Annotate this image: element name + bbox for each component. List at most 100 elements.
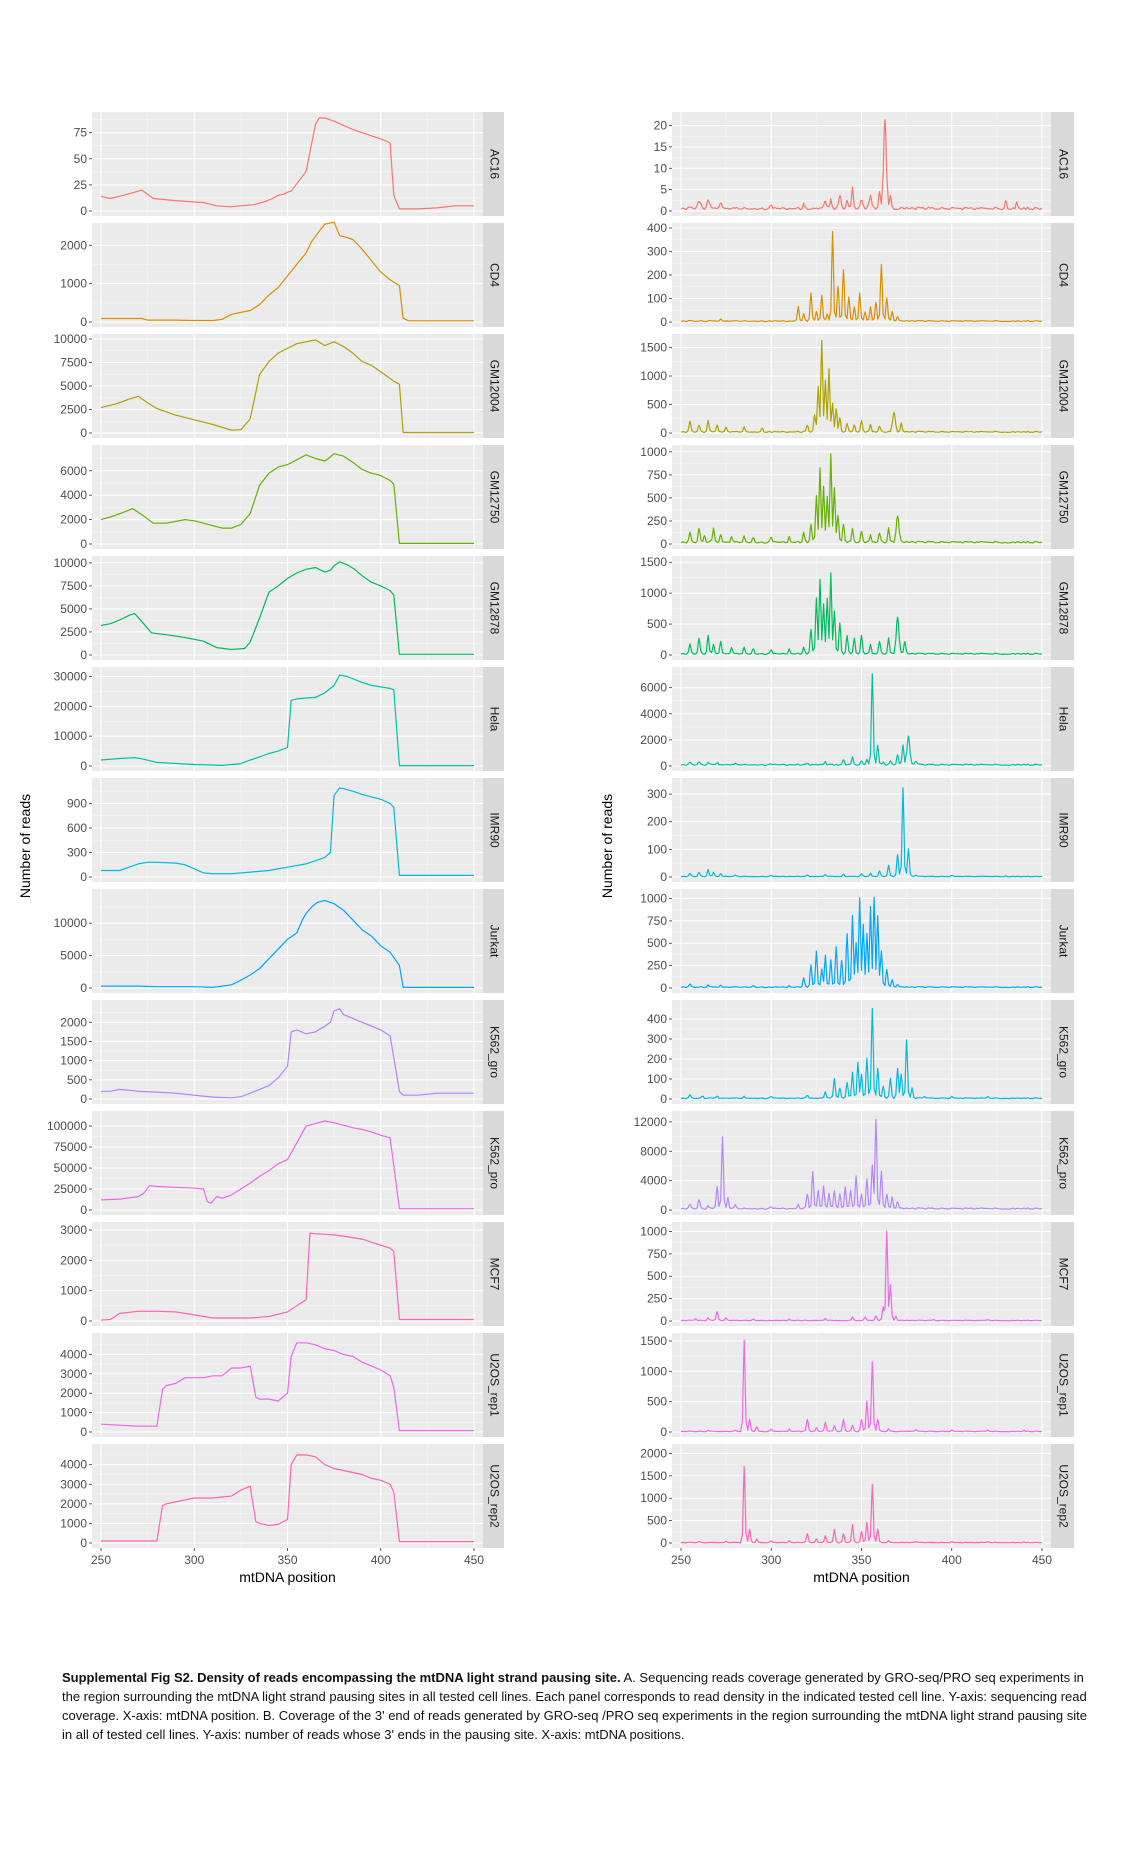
x-tick-label: 450: [1032, 1553, 1052, 1567]
facet-strip: [1051, 778, 1074, 882]
panel-MCF7: 0 250 500 750 1000 MCF7: [640, 1222, 1074, 1328]
facet-label: GM12004: [487, 360, 501, 413]
series-line-U2OS_rep1: [680, 1339, 1043, 1433]
x-tick-label: 350: [277, 1553, 297, 1567]
y-tick-label: 1000: [60, 1284, 87, 1298]
facet-strip: [1051, 334, 1074, 438]
facet-label: GM12750: [1056, 471, 1070, 524]
y-tick-label: 1500: [640, 341, 667, 355]
facet-strip: [483, 445, 504, 549]
y-tick-label: 200: [647, 1052, 667, 1066]
y-tick-label: 500: [647, 1269, 667, 1283]
panel-K562_pro: 0 4000 8000 12000 K562_pro: [634, 1111, 1074, 1217]
y-tick-label: 2000: [60, 513, 87, 527]
y-tick-label: 50: [74, 152, 88, 166]
x-tick-label: 450: [464, 1553, 484, 1567]
y-tick-label: 0: [660, 426, 667, 440]
y-tick-label: 15: [654, 140, 668, 154]
series-line-GM12750: [680, 453, 1043, 544]
series-line-IMR90: [101, 787, 474, 877]
y-tick-label: 0: [80, 1314, 87, 1328]
y-tick-label: 1000: [640, 445, 667, 459]
y-tick-label: 0: [80, 426, 87, 440]
y-tick-label: 7500: [60, 356, 87, 370]
facet-label: U2OS_rep2: [1056, 1464, 1070, 1528]
x-tick-label: 250: [91, 1553, 111, 1567]
panel-AC16: 0 25 50 75 AC16: [74, 112, 504, 218]
series-line-K562_gro: [101, 1008, 474, 1099]
x-axis-title: mtDNA position: [813, 1569, 909, 1585]
y-tick-label: 25: [74, 178, 88, 192]
y-tick-label: 4000: [60, 1347, 87, 1361]
panel-GM12878: 0 2500 5000 7500 10000 GM12878: [54, 556, 504, 662]
y-tick-label: 500: [647, 491, 667, 505]
x-tick-label: 250: [671, 1553, 691, 1567]
figure-caption: Supplemental Fig S2. Density of reads en…: [62, 1668, 1096, 1744]
x-tick-label: 300: [761, 1553, 781, 1567]
y-tick-label: 750: [647, 1247, 667, 1261]
panel-GM12750: 0 250 500 750 1000 GM12750: [640, 445, 1074, 551]
y-tick-label: 750: [647, 468, 667, 482]
y-tick-label: 75: [74, 126, 88, 140]
y-tick-label: 0: [80, 648, 87, 662]
y-tick-label: 1500: [60, 1034, 87, 1048]
x-axis-title: mtDNA position: [239, 1569, 335, 1585]
y-tick-label: 0: [660, 870, 667, 884]
y-axis-title: Number of reads: [17, 794, 33, 898]
facet-strip: [1051, 667, 1074, 771]
panel-K562_pro: 0 25000 50000 75000 100000 K562_pro: [47, 1111, 504, 1217]
y-tick-label: 1000: [640, 586, 667, 600]
y-tick-label: 100: [647, 842, 667, 856]
facet-label: GM12004: [1056, 360, 1070, 413]
facet-label: Jurkat: [487, 925, 501, 958]
facet-strip: [1051, 556, 1074, 660]
facet-label: K562_pro: [1056, 1137, 1070, 1189]
x-tick-label: 350: [851, 1553, 871, 1567]
series-line-AC16: [100, 117, 474, 210]
y-tick-label: 3000: [60, 1367, 87, 1381]
y-tick-label: 1000: [640, 1364, 667, 1378]
panel-U2OS_rep2: 0 500 1000 1500 2000 U2OS_rep2: [640, 1444, 1074, 1550]
y-tick-label: 3000: [60, 1223, 87, 1237]
panel-CD4: 0 1000 2000 CD4: [60, 221, 504, 329]
y-tick-label: 1000: [640, 1224, 667, 1238]
y-tick-label: 250: [647, 1292, 667, 1306]
y-tick-label: 500: [647, 1395, 667, 1409]
y-tick-label: 400: [647, 1012, 667, 1026]
y-tick-label: 250: [647, 959, 667, 973]
panel-K562_gro: 0 100 200 300 400 K562_gro: [647, 1000, 1074, 1106]
y-tick-label: 7500: [60, 579, 87, 593]
facet-label: K562_gro: [487, 1026, 501, 1078]
y-tick-label: 2000: [640, 733, 667, 747]
facet-strip: [1051, 112, 1074, 216]
series-line-GM12878: [680, 572, 1043, 656]
series-line-GM12004: [680, 339, 1043, 433]
y-tick-label: 0: [660, 537, 667, 551]
facet-label: MCF7: [487, 1258, 501, 1291]
y-tick-label: 10000: [54, 556, 88, 570]
facet-strip: [1051, 1333, 1074, 1437]
facet-strip: [483, 223, 504, 327]
facet-strip: [483, 112, 504, 216]
x-tick-label: 300: [184, 1553, 204, 1567]
facet-label: AC16: [1056, 149, 1070, 179]
series-line-MCF7: [680, 1230, 1043, 1322]
y-tick-label: 0: [80, 981, 87, 995]
y-tick-label: 1500: [640, 1469, 667, 1483]
facet-label: GM12878: [1056, 582, 1070, 635]
y-tick-label: 600: [67, 821, 87, 835]
facet-label: GM12878: [487, 582, 501, 635]
y-tick-label: 500: [647, 398, 667, 412]
series-line-U2OS_rep2: [101, 1454, 474, 1543]
panel-GM12750: 0 2000 4000 6000 GM12750: [60, 445, 504, 551]
y-tick-label: 2000: [60, 238, 87, 252]
panel-Jurkat: 0 250 500 750 1000 Jurkat: [640, 889, 1074, 995]
series-line-U2OS_rep2: [680, 1465, 1043, 1544]
facet-label: Jurkat: [1056, 925, 1070, 958]
y-tick-label: 0: [660, 1425, 667, 1439]
y-tick-label: 2000: [60, 1386, 87, 1400]
facet-strip: [1051, 1222, 1074, 1326]
facet-label: U2OS_rep1: [1056, 1353, 1070, 1417]
panel-U2OS_rep2: 0 1000 2000 3000 4000 U2OS_rep2: [60, 1444, 504, 1550]
y-tick-label: 2000: [60, 1015, 87, 1029]
